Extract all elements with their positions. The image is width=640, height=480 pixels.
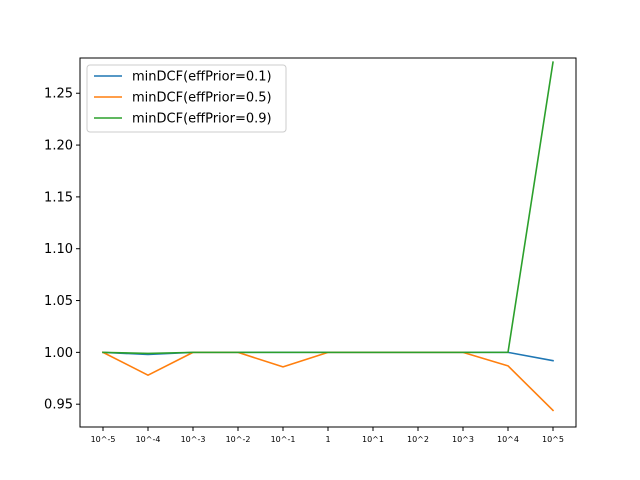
y-tick-label: 1.25 (44, 87, 73, 102)
x-tick-label: 10^5 (542, 435, 564, 444)
y-tick-label: 1.00 (44, 346, 73, 361)
legend-label-1: minDCF(effPrior=0.5) (132, 91, 272, 106)
x-tick-label: 10^1 (362, 435, 384, 444)
legend-label-0: minDCF(effPrior=0.1) (132, 70, 272, 85)
legend-label-2: minDCF(effPrior=0.9) (132, 112, 272, 127)
x-tick-label: 10^-3 (181, 435, 206, 444)
y-tick-label: 1.10 (44, 242, 73, 257)
y-tick-label: 1.15 (44, 190, 73, 205)
x-tick-label: 10^3 (452, 435, 474, 444)
legend-box (86, 64, 287, 133)
x-tick-label: 10^2 (407, 435, 429, 444)
y-tick-label: 1.20 (44, 139, 73, 154)
legend: minDCF(effPrior=0.1) minDCF(effPrior=0.5)… (86, 64, 287, 133)
series-line-2 (102, 61, 554, 355)
series-layer (101, 61, 555, 412)
y-tick-label: 1.05 (44, 294, 73, 309)
x-tick-label: 10^-2 (226, 435, 251, 444)
x-tick-label: 10^-4 (136, 435, 161, 444)
x-tick-label: 10^-5 (91, 435, 116, 444)
y-tick-label: 0.95 (44, 398, 73, 413)
x-tick-label: 10^-1 (271, 435, 296, 444)
x-tick-label: 1 (325, 435, 330, 444)
x-tick-label: 10^4 (497, 435, 519, 444)
axis-layer: 0.95 1.00 1.05 1.10 1.15 1.20 1.25 10^-5 10^-4 10… (44, 87, 564, 444)
